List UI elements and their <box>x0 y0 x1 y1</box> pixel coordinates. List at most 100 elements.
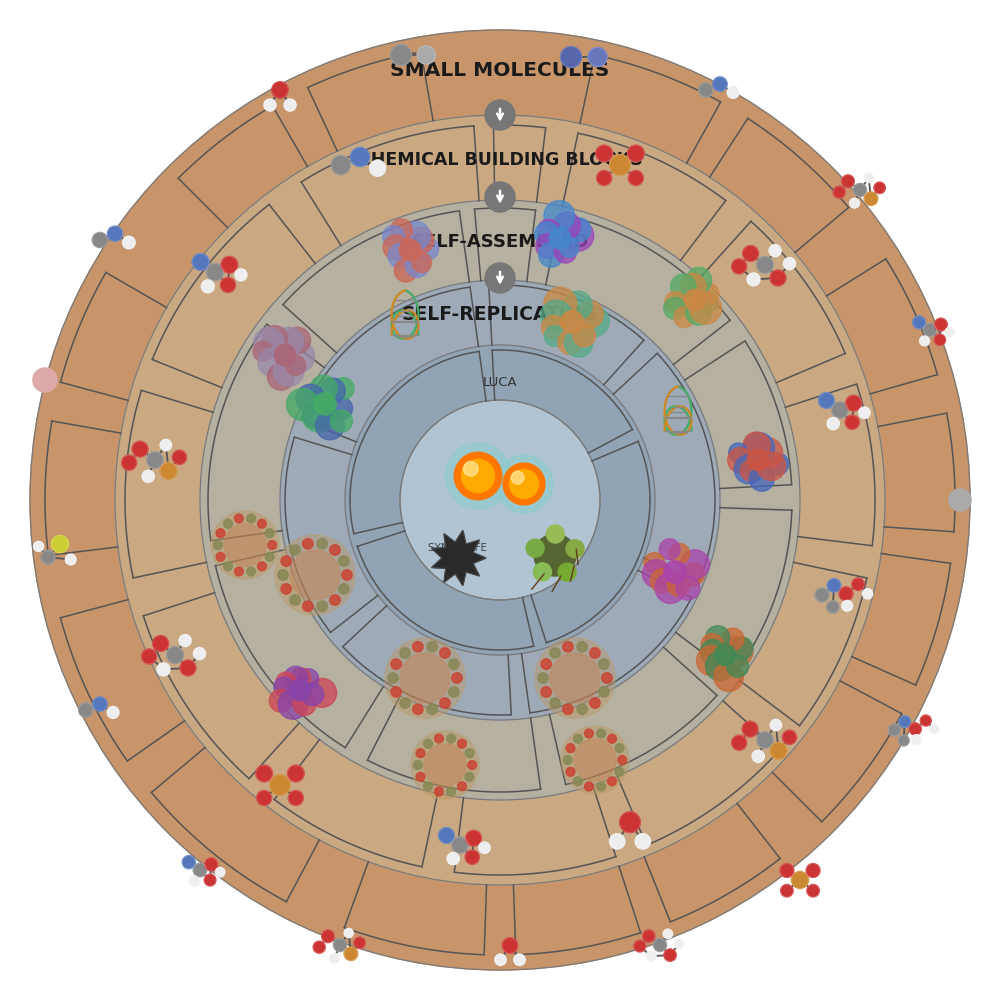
Circle shape <box>331 155 350 175</box>
Text: SELF-REPLICATING: SELF-REPLICATING <box>402 304 598 324</box>
Circle shape <box>452 837 468 853</box>
Circle shape <box>553 212 580 239</box>
Circle shape <box>695 291 718 313</box>
Circle shape <box>221 256 238 273</box>
Circle shape <box>314 393 336 415</box>
Circle shape <box>722 628 744 650</box>
Circle shape <box>827 579 841 592</box>
Text: SELF-ASSEMBLED: SELF-ASSEMBLED <box>411 233 589 251</box>
Circle shape <box>597 170 612 185</box>
Circle shape <box>863 589 873 599</box>
Circle shape <box>224 519 232 528</box>
Circle shape <box>541 659 551 669</box>
Circle shape <box>79 703 93 717</box>
Circle shape <box>411 731 479 799</box>
Circle shape <box>853 183 867 197</box>
Circle shape <box>615 744 624 753</box>
Circle shape <box>912 735 921 744</box>
Circle shape <box>400 698 410 708</box>
Circle shape <box>254 327 284 357</box>
Circle shape <box>413 704 423 714</box>
Circle shape <box>273 355 304 386</box>
Circle shape <box>599 659 609 669</box>
Circle shape <box>265 529 274 538</box>
Circle shape <box>211 511 279 579</box>
Circle shape <box>424 744 466 786</box>
Circle shape <box>674 307 694 328</box>
Circle shape <box>544 200 575 231</box>
Circle shape <box>934 334 946 346</box>
Circle shape <box>435 734 443 743</box>
Circle shape <box>503 463 545 505</box>
Circle shape <box>274 344 296 366</box>
Circle shape <box>465 850 479 864</box>
Circle shape <box>339 584 349 594</box>
Circle shape <box>845 415 859 429</box>
Circle shape <box>447 787 455 796</box>
Circle shape <box>659 539 680 560</box>
Circle shape <box>462 460 494 492</box>
Circle shape <box>344 947 358 961</box>
Circle shape <box>65 554 76 565</box>
Circle shape <box>160 439 172 451</box>
Circle shape <box>268 541 277 549</box>
Circle shape <box>51 535 69 553</box>
Circle shape <box>258 562 266 571</box>
Circle shape <box>215 868 225 877</box>
Circle shape <box>676 576 700 600</box>
Circle shape <box>770 270 786 286</box>
Circle shape <box>920 336 929 346</box>
Circle shape <box>400 400 600 600</box>
Circle shape <box>132 441 148 457</box>
Circle shape <box>842 175 854 188</box>
Circle shape <box>930 725 939 733</box>
Circle shape <box>391 687 401 697</box>
Circle shape <box>608 734 616 743</box>
Circle shape <box>574 739 616 781</box>
Text: SYNTH LIFE: SYNTH LIFE <box>428 543 488 553</box>
Circle shape <box>370 160 386 176</box>
Circle shape <box>565 329 593 357</box>
Circle shape <box>253 342 273 361</box>
Circle shape <box>465 749 474 758</box>
Circle shape <box>408 228 434 253</box>
Circle shape <box>646 951 656 961</box>
Circle shape <box>495 455 553 513</box>
Circle shape <box>280 280 720 720</box>
Circle shape <box>752 750 764 762</box>
Circle shape <box>201 280 214 293</box>
Circle shape <box>770 742 787 759</box>
Circle shape <box>115 115 885 885</box>
Circle shape <box>864 192 878 206</box>
Circle shape <box>284 99 296 111</box>
Circle shape <box>193 648 206 660</box>
Circle shape <box>627 145 644 162</box>
Circle shape <box>769 245 781 257</box>
Circle shape <box>642 560 671 588</box>
Circle shape <box>555 241 576 263</box>
Circle shape <box>308 678 337 707</box>
Circle shape <box>383 235 408 260</box>
Circle shape <box>388 244 412 268</box>
Circle shape <box>180 660 196 676</box>
Text: ALIEN LIFE: ALIEN LIFE <box>528 543 582 553</box>
Circle shape <box>935 318 947 331</box>
Circle shape <box>290 595 300 605</box>
Circle shape <box>599 687 609 697</box>
Circle shape <box>220 277 235 292</box>
Circle shape <box>562 220 594 251</box>
Circle shape <box>526 539 544 557</box>
Circle shape <box>427 704 437 714</box>
Circle shape <box>538 219 560 241</box>
Circle shape <box>714 644 736 666</box>
Circle shape <box>390 44 412 65</box>
Circle shape <box>596 145 613 162</box>
Circle shape <box>385 638 465 718</box>
Circle shape <box>400 648 410 658</box>
Circle shape <box>332 378 354 399</box>
Circle shape <box>390 219 412 241</box>
Circle shape <box>664 949 676 961</box>
Circle shape <box>316 411 344 440</box>
Circle shape <box>147 452 163 468</box>
Circle shape <box>846 395 861 411</box>
